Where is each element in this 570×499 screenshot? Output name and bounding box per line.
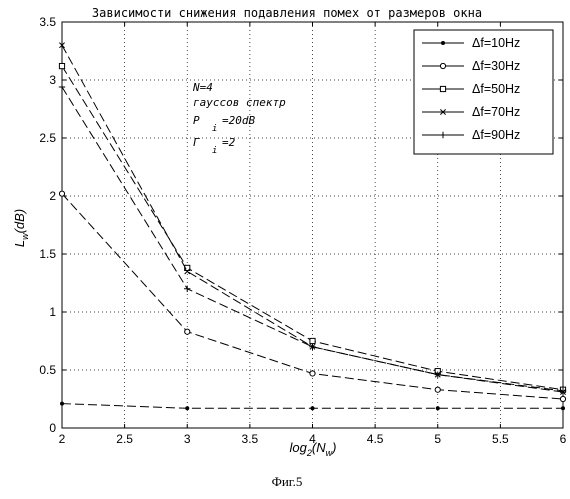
data-point — [310, 371, 315, 376]
svg-text:Lw(dB): Lw(dB) — [12, 209, 30, 247]
data-point — [436, 406, 440, 410]
legend-marker — [441, 41, 445, 45]
x-tick-label: 2.5 — [116, 432, 133, 446]
y-tick-label: 0.5 — [39, 363, 56, 377]
x-tick-label: 6 — [560, 432, 567, 446]
series-line — [62, 194, 563, 399]
y-tick-label: 3.5 — [39, 15, 56, 29]
y-tick-label: 3 — [49, 73, 56, 87]
annotation-block: N=4 гауссов спектр P i =20dB Г i =2 — [192, 81, 286, 156]
data-point — [560, 396, 565, 401]
legend-label: Δf=10Hz — [472, 36, 520, 50]
x-axis-label: log2(Nw) — [290, 440, 337, 458]
legend-label: Δf=90Hz — [472, 128, 520, 142]
annotation-g-value: =2 — [222, 136, 236, 149]
x-tick-label: 3.5 — [242, 432, 259, 446]
y-tick-label: 2 — [49, 189, 56, 203]
legend-marker — [440, 86, 445, 91]
y-tick-labels: 0 0.5 1 1.5 2 2.5 3 3.5 — [39, 15, 56, 435]
x-tick-label: 2 — [59, 432, 66, 446]
legend-label: Δf=70Hz — [472, 105, 520, 119]
y-tick-label: 0 — [49, 421, 56, 435]
annotation-p: P — [193, 114, 200, 127]
data-point — [185, 406, 189, 410]
y-tick-label: 1 — [49, 305, 56, 319]
data-point — [311, 406, 315, 410]
x-tick-label: 4.5 — [367, 432, 384, 446]
annotation-p-value: =20dB — [222, 114, 255, 127]
y-tick-label: 2.5 — [39, 131, 56, 145]
figure-caption: Фиг.5 — [272, 474, 303, 489]
legend: Δf=10Hz Δf=30Hz Δf=50Hz Δf=70Hz Δf=90Hz — [414, 30, 553, 154]
annotation-g-sub: i — [212, 146, 217, 156]
legend-label: Δf=30Hz — [472, 59, 520, 73]
data-point — [184, 286, 190, 292]
data-point — [60, 402, 64, 406]
annotation-n: N=4 — [192, 81, 213, 94]
data-point — [310, 338, 315, 343]
legend-label: Δf=50Hz — [472, 82, 520, 96]
data-point — [59, 63, 64, 68]
annotation-g: Г — [193, 136, 200, 149]
annotation-p-sub: i — [212, 124, 217, 134]
data-point — [561, 406, 565, 410]
data-point — [59, 84, 65, 90]
data-point — [185, 329, 190, 334]
annotation-spectrum: гауссов спектр — [193, 96, 286, 109]
x-tick-label: 5.5 — [492, 432, 509, 446]
x-tick-label: 5 — [434, 432, 441, 446]
data-point — [59, 191, 64, 196]
chart-title: Зависимости снижения подавления помех от… — [92, 6, 482, 20]
y-axis-label: Lw(dB) — [12, 209, 30, 247]
y-tick-label: 1.5 — [39, 247, 56, 261]
legend-marker — [440, 63, 445, 68]
x-tick-label: 3 — [184, 432, 191, 446]
data-point — [435, 387, 440, 392]
